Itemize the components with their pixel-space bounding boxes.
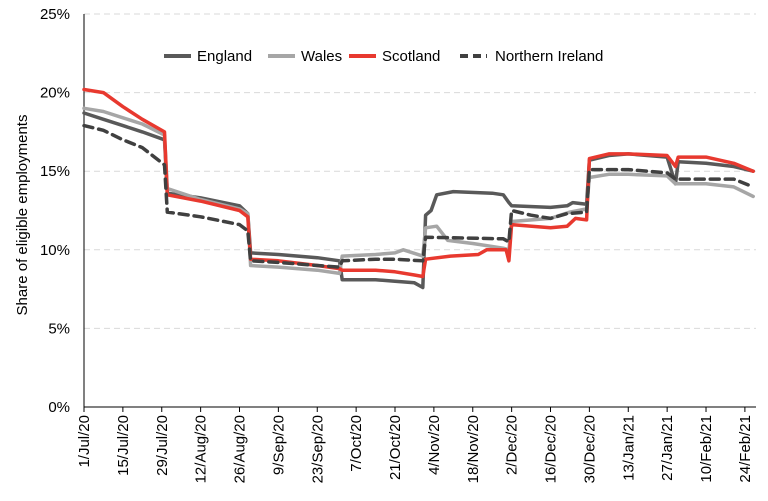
x-tick-label: 4/Nov/20 [426, 415, 443, 475]
legend-label: Scotland [382, 48, 440, 65]
x-tick-label: 24/Feb/21 [737, 415, 754, 483]
y-tick-label: 20% [40, 85, 70, 102]
y-tick-label: 25% [40, 6, 70, 23]
x-tick-label: 10/Feb/21 [698, 415, 715, 483]
legend-label: Wales [301, 48, 342, 65]
legend: England Wales Scotland Northern Ireland [164, 48, 603, 65]
x-tick-label: 26/Aug/20 [232, 415, 249, 483]
x-tick-label: 1/Jul/20 [76, 415, 93, 468]
legend-label: Northern Ireland [495, 48, 603, 65]
legend-label: England [197, 48, 252, 65]
x-tick-label: 7/Oct/20 [348, 415, 365, 472]
y-tick-label: 10% [40, 242, 70, 259]
x-tick-label: 9/Sep/20 [270, 415, 287, 475]
y-tick-label: 0% [48, 399, 70, 416]
x-tick-label: 30/Dec/20 [581, 415, 598, 483]
x-tick-label: 16/Dec/20 [543, 415, 560, 483]
x-tick-label: 12/Aug/20 [193, 415, 210, 483]
series-lines [82, 87, 755, 290]
axes: 0% 5% 10% 15% 20% 25% 1/Jul/20 15/Jul/20 29/Jul/… [40, 6, 756, 483]
gridlines [84, 13, 756, 329]
series-line-scotland [82, 87, 755, 279]
x-tick-label: 13/Jan/21 [620, 415, 637, 481]
x-tick-label: 18/Nov/20 [465, 415, 482, 483]
y-axis-title: Share of eligible employments [14, 115, 31, 316]
series-line-wales [82, 106, 755, 276]
y-tick-label: 5% [48, 320, 70, 337]
series-line-northern-ireland [82, 123, 755, 269]
x-tick-label: 2/Dec/20 [504, 415, 521, 475]
x-tick-label: 27/Jan/21 [659, 415, 676, 481]
x-tick-label: 15/Jul/20 [115, 415, 132, 476]
x-tick-label: 21/Oct/20 [387, 415, 404, 480]
x-tick-label: 29/Jul/20 [154, 415, 171, 476]
y-tick-label: 15% [40, 163, 70, 180]
x-tick-label: 23/Sep/20 [309, 415, 326, 483]
